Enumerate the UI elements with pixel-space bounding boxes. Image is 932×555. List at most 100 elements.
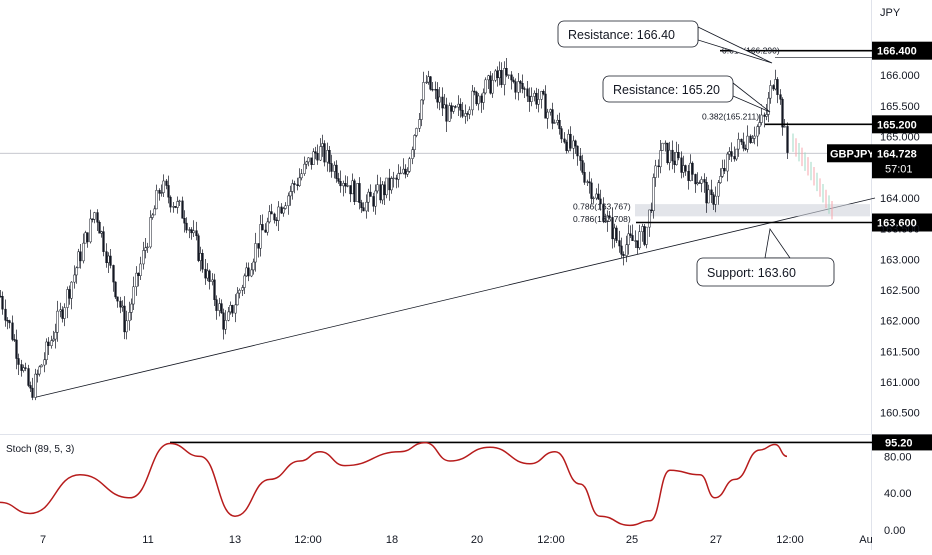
candle-body [549,109,552,113]
candle-body [703,179,706,183]
candle-body [119,300,122,308]
candle-body [112,265,115,283]
candle-body [779,94,782,100]
candle-body [183,218,186,224]
callout-text-1: Resistance: 165.20 [613,83,720,97]
candle-body [441,96,444,109]
candle-body [622,254,625,257]
candle-body [712,194,715,205]
candle-body [47,341,50,346]
candle-body [330,163,333,172]
candle-body [287,195,290,207]
stoch-level-label: 95.20 [885,437,913,449]
candle-body [162,180,165,193]
candle-body [781,98,784,128]
candle-body [528,95,531,102]
candle-body [540,91,543,100]
candle-body [700,179,703,184]
candle-body [169,196,172,208]
candle-body [321,143,324,147]
candle-body [494,70,497,81]
candle-body [356,183,359,202]
price-tick-10: 160.500 [880,408,920,420]
candle-body [689,162,692,181]
candle-body [137,272,140,276]
candle-body [673,160,676,165]
candle-body [176,201,179,208]
candle-body [160,192,163,194]
candle-body [705,181,708,204]
last-price-label: 164.728 [877,148,917,160]
candle-body [146,246,149,249]
candle-body [710,189,713,195]
candle-body [730,151,733,157]
candle-body [266,221,269,233]
candle-body [291,183,294,192]
candle-body [602,203,605,222]
candle-body [8,320,11,324]
candle-body [4,308,7,321]
candle-body [218,303,221,311]
candle-body [652,177,655,211]
candle-body [70,281,73,299]
candle-body [178,200,181,202]
candle-body [668,149,671,163]
candle-body [165,180,168,186]
candle-body [740,138,743,143]
candle-body [473,90,476,93]
candle-body [657,165,660,168]
candle-body [468,109,471,115]
candle-body [659,150,662,168]
candle-body [342,183,345,187]
candle-body [758,122,761,127]
candle-body [661,142,664,151]
callout-text-0: Resistance: 166.40 [568,28,675,42]
candle-body [22,367,25,371]
candle-body [399,172,402,175]
candle-body [96,212,99,223]
time-tick-2: 13 [229,534,241,546]
candle-body [680,157,683,173]
candle-body [130,303,133,313]
candle-body [707,189,710,204]
currency-label: JPY [880,7,901,19]
candle-body [344,183,347,187]
support-zone-rect [635,204,870,217]
candle-body [199,253,202,261]
price-tick-8: 161.500 [880,346,920,358]
candle-body [135,272,138,288]
fib-label-2: 0.786(163.767) [573,201,631,211]
candle-body [277,206,280,221]
candle-body [6,319,9,322]
candle-body [620,245,623,255]
candle-body [238,290,241,294]
symbol-tag [827,144,872,163]
candle-body [452,106,455,112]
candle-body [572,140,575,149]
candle-body [436,89,439,103]
candle-body [397,173,400,180]
candle-body [144,247,147,251]
candle-body [431,88,434,91]
candle-body [684,165,687,172]
candle-body [75,267,78,276]
candle-body [273,213,276,221]
candle-body [84,232,87,244]
candle-body [15,339,18,359]
candle-body [418,119,421,129]
candle-body [192,230,195,234]
candle-body [213,279,216,300]
candle-body [351,180,354,195]
time-tick-10: Au [859,534,872,546]
candle-body [551,109,554,124]
candle-body [733,156,736,160]
candle-body [229,305,232,313]
candle-body [316,152,319,161]
candle-body [671,149,674,162]
candle-body [190,229,193,234]
candle-body [523,88,526,90]
candle-body [774,79,777,90]
candle-body [786,126,789,153]
candle-body [298,177,301,186]
candle-body [201,253,204,270]
